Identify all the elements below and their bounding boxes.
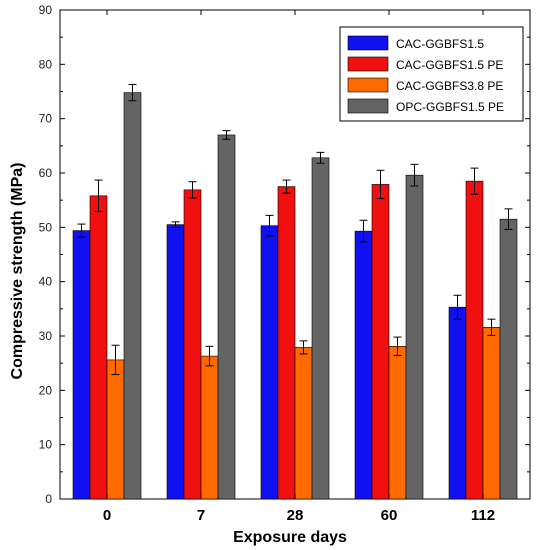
y-tick-label: 40 <box>39 275 53 289</box>
bar <box>277 186 296 500</box>
x-tick-label: 112 <box>471 507 495 524</box>
bar <box>448 306 467 500</box>
bar <box>217 134 236 500</box>
bar <box>405 174 424 500</box>
y-tick-label: 30 <box>39 329 53 343</box>
x-tick-label: 0 <box>103 507 111 524</box>
bar <box>260 225 279 500</box>
bar <box>72 230 91 500</box>
legend-swatch <box>347 77 389 93</box>
legend-swatch <box>347 98 389 114</box>
bar <box>354 230 373 500</box>
x-tick-label: 60 <box>381 507 398 524</box>
y-tick-label: 0 <box>45 492 52 506</box>
y-tick-label: 20 <box>39 383 53 397</box>
y-tick-label: 50 <box>39 220 53 234</box>
bar <box>89 195 108 500</box>
bar <box>371 184 390 500</box>
legend: CAC-GGBFS1.5 CAC-GGBFS1.5 PE CAC-GGBFS3.8 … <box>339 26 524 122</box>
bar <box>123 92 142 500</box>
legend-label: CAC-GGBFS1.5 <box>396 37 484 51</box>
y-tick-label: 80 <box>39 57 53 71</box>
y-axis-title: Compressive strength (MPa) <box>9 163 26 380</box>
bar <box>388 346 407 500</box>
legend-swatch <box>347 35 389 51</box>
y-tick-label: 60 <box>39 166 53 180</box>
y-tick-label: 10 <box>39 438 53 452</box>
bar <box>482 327 501 500</box>
x-tick-label: 28 <box>287 507 304 524</box>
bar <box>106 359 125 500</box>
bar <box>311 157 330 500</box>
x-axis: 0 7 28 60 112 <box>103 10 495 524</box>
bar <box>166 224 185 500</box>
y-tick-label: 90 <box>39 3 53 17</box>
y-tick-label: 70 <box>39 112 53 126</box>
bar <box>183 189 202 500</box>
bar-series-group <box>72 83 518 500</box>
x-tick-label: 7 <box>197 507 205 524</box>
bar <box>499 218 518 500</box>
legend-swatch <box>347 56 389 72</box>
legend-label: CAC-GGBFS3.8 PE <box>396 79 503 93</box>
bar <box>465 180 484 500</box>
bar <box>200 355 219 500</box>
legend-label: CAC-GGBFS1.5 PE <box>396 58 503 72</box>
x-axis-title: Exposure days <box>233 529 347 546</box>
legend-label: OPC-GGBFS1.5 PE <box>396 100 504 114</box>
y-axis: 0 10 20 30 40 50 60 70 80 90 <box>39 3 530 506</box>
bar <box>294 347 313 500</box>
